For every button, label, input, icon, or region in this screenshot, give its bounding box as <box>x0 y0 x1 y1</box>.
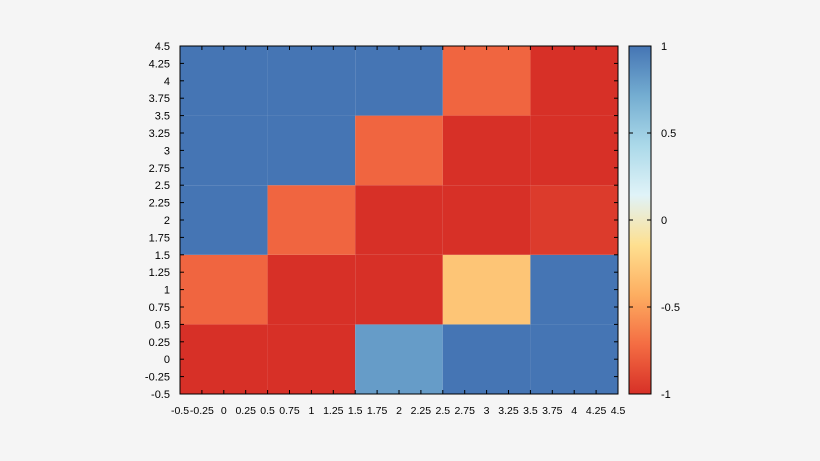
heatmap-cell-x4-y0 <box>530 324 618 394</box>
y-tick-label: 3.25 <box>149 128 170 140</box>
heatmap-cell-x3-y4 <box>442 46 531 116</box>
colorbar-tick-label: -1 <box>661 389 671 401</box>
x-tick-label: 1.75 <box>367 405 388 417</box>
x-tick-label: 0.75 <box>279 405 300 417</box>
y-tick-label: 3.75 <box>149 93 170 105</box>
y-tick-label: 1 <box>164 285 170 297</box>
y-tick-label: 0.75 <box>149 302 170 314</box>
y-tick-label: 0 <box>164 354 170 366</box>
y-tick-label: 3 <box>164 145 170 157</box>
heatmap-cell-x2-y3 <box>355 115 443 186</box>
heatmap-cell-x2-y1 <box>355 254 443 325</box>
y-tick-label: 2.25 <box>149 198 170 210</box>
x-tick-label: 2 <box>396 405 402 417</box>
x-tick-label: 0 <box>221 405 227 417</box>
heatmap-cell-x2-y0 <box>355 324 443 394</box>
heatmap-cell-x4-y4 <box>530 46 618 116</box>
y-tick-label: 1.75 <box>149 232 170 244</box>
heatmap-cell-x1-y2 <box>267 185 356 255</box>
x-tick-label: -0.5 <box>171 405 189 417</box>
y-tick-label: 4 <box>164 76 170 88</box>
y-tick-label: 1.25 <box>149 267 170 279</box>
heatmap-cell-x3-y1 <box>442 254 531 325</box>
x-tick-label: 1.25 <box>323 405 344 417</box>
x-axis: -0.5 -0.25 0 0.25 0.5 0.75 1 1.25 1.5 1.75 2 2.25 2.… <box>171 46 625 417</box>
y-tick-label: 2 <box>164 215 170 227</box>
heatmap-cell-x4-y3 <box>530 115 618 186</box>
x-tick-label: 3.5 <box>523 405 538 417</box>
y-axis: -0.5 -0.25 0 0.25 0.5 0.75 1 1.25 1.5 1.75 2 2.25 2.… <box>145 41 618 401</box>
heatmap-cell-x0-y4 <box>180 46 268 116</box>
heatmap-cell-x2-y2 <box>355 185 443 255</box>
x-tick-label: 4 <box>571 405 577 417</box>
x-tick-label: 3.25 <box>498 405 519 417</box>
heatmap-cell-x2-y4 <box>355 46 443 116</box>
x-tick-label: 2.75 <box>454 405 475 417</box>
y-tick-label: 4.5 <box>155 41 170 53</box>
y-tick-label: 2.75 <box>149 163 170 175</box>
heatmap-cell-x1-y1 <box>267 254 356 325</box>
y-tick-label: 0.25 <box>149 337 170 349</box>
y-tick-label: 3.5 <box>155 111 170 123</box>
colorbar: 1 0.5 0 -0.5 -1 <box>628 41 680 401</box>
colorbar-tick-label: -0.5 <box>661 302 680 314</box>
x-tick-label: 0.5 <box>260 405 275 417</box>
heatmap-cell-x1-y3 <box>267 115 356 186</box>
x-tick-label: 0.25 <box>235 405 256 417</box>
x-tick-label: 2.5 <box>435 405 450 417</box>
y-tick-label: -0.25 <box>145 372 170 384</box>
heatmap-cell-x1-y0 <box>267 324 356 394</box>
x-tick-label: 1 <box>308 405 314 417</box>
heatmap-cell-x0-y2 <box>180 185 268 255</box>
heatmap-cells <box>180 46 618 394</box>
colorbar-tick-label: 0 <box>661 215 667 227</box>
x-tick-label: 3 <box>484 405 490 417</box>
heatmap-cell-x4-y2 <box>530 185 618 255</box>
y-tick-label: -0.5 <box>151 389 170 401</box>
heatmap-cell-x3-y2 <box>442 185 531 255</box>
x-tick-label: -0.25 <box>190 405 214 417</box>
x-tick-label: 3.75 <box>542 405 563 417</box>
x-tick-label: 4.5 <box>611 405 626 417</box>
y-tick-label: 2.5 <box>155 180 170 192</box>
heatmap-cell-x4-y1 <box>530 254 618 325</box>
heatmap-cell-x0-y0 <box>180 324 268 394</box>
y-tick-label: 4.25 <box>149 58 170 70</box>
heatmap-cell-x1-y4 <box>267 46 356 116</box>
x-tick-label: 1.5 <box>348 405 363 417</box>
colorbar-tick-label: 0.5 <box>661 128 676 140</box>
y-tick-label: 0.5 <box>155 319 170 331</box>
y-tick-label: 1.5 <box>155 250 170 262</box>
heatmap-cell-x3-y0 <box>442 324 531 394</box>
x-tick-label: 4.25 <box>586 405 607 417</box>
heatmap-cell-x0-y1 <box>180 254 268 325</box>
x-tick-label: 2.25 <box>411 405 432 417</box>
heatmap-cell-x3-y3 <box>442 115 531 186</box>
heatmap-cell-x0-y3 <box>180 115 268 186</box>
colorbar-tick-label: 1 <box>661 41 667 53</box>
